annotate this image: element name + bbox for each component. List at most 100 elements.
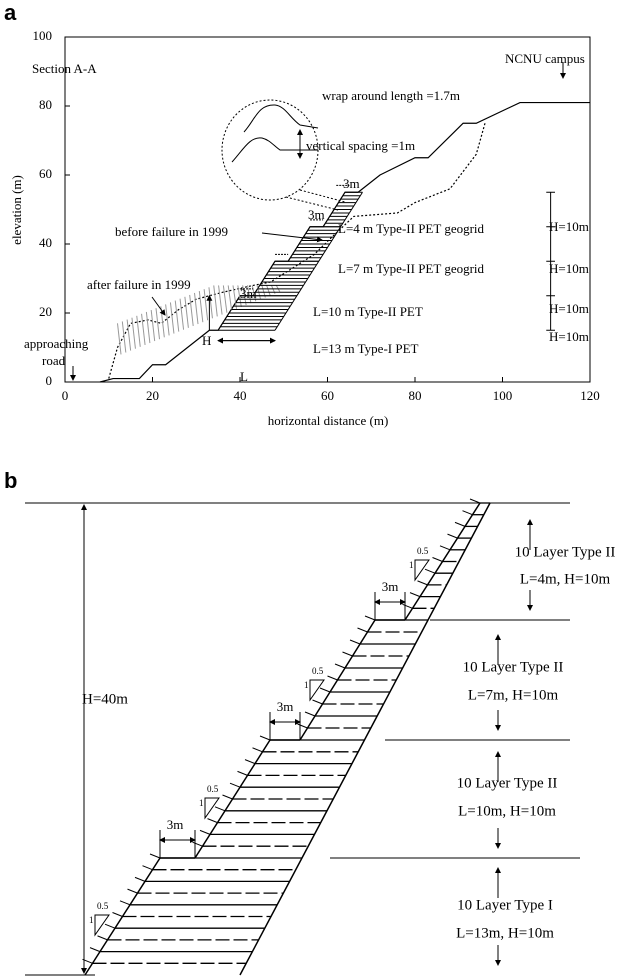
slope-unit: 1 xyxy=(409,560,414,570)
y-tick-label: 100 xyxy=(33,28,53,43)
bench-label: 3m xyxy=(277,699,294,714)
annotation: before failure in 1999 xyxy=(115,224,228,239)
hatch xyxy=(194,292,199,325)
wrap-mark xyxy=(469,498,481,504)
hatch xyxy=(136,315,141,347)
back-line xyxy=(239,502,491,976)
wrap-mark xyxy=(89,947,101,953)
annotation: vertical spacing =1m xyxy=(306,138,415,153)
hatch xyxy=(117,323,122,355)
height-label: H=10m xyxy=(549,219,589,234)
panel-letter: a xyxy=(4,0,17,25)
wrap-mark xyxy=(349,639,361,645)
block-size: L=4m, H=10m xyxy=(520,571,611,587)
layer-label: L=13 m Type-I PET xyxy=(313,341,419,356)
wrap-mark xyxy=(447,533,458,539)
wrap-mark xyxy=(439,545,451,551)
wrap-mark xyxy=(119,900,131,906)
block-edge xyxy=(318,226,342,262)
x-tick-label: 20 xyxy=(146,388,159,403)
wrap-mark xyxy=(327,675,338,681)
x-tick-label: 100 xyxy=(493,388,513,403)
hatch xyxy=(232,285,237,309)
wrap-mark xyxy=(304,711,316,717)
wrap-mark xyxy=(409,592,421,598)
y-tick-label: 60 xyxy=(39,166,52,181)
wrap-mark xyxy=(104,923,116,929)
wrap-mark xyxy=(97,935,108,941)
block-size: L=7m, H=10m xyxy=(468,687,559,703)
wrap-mark xyxy=(454,521,466,527)
wrap-mark xyxy=(432,557,443,562)
y-tick-label: 20 xyxy=(39,304,52,319)
block-edge xyxy=(274,295,298,331)
hatch xyxy=(179,298,185,330)
hatch xyxy=(169,302,175,334)
leader xyxy=(299,189,346,203)
y-tick-label: 0 xyxy=(46,373,53,388)
hatch xyxy=(246,285,252,304)
slope-ratio: 0.5 xyxy=(417,546,429,556)
road-label: approaching xyxy=(24,336,89,351)
block-type: 10 Layer Type II xyxy=(457,775,558,791)
slope-triangle xyxy=(309,679,325,702)
wrap-mark xyxy=(297,723,308,729)
wrap-mark xyxy=(252,747,263,753)
wrap-mark xyxy=(364,615,376,621)
wrap-mark xyxy=(244,759,256,765)
wrap-mark xyxy=(417,580,428,586)
layer-label: L=10 m Type-II PET xyxy=(313,304,423,319)
hatch xyxy=(126,319,132,351)
hatch xyxy=(184,296,189,328)
wrap-mark xyxy=(229,782,241,788)
hatch xyxy=(165,304,170,336)
slope-ratio: 0.5 xyxy=(312,666,324,676)
x-tick-label: 40 xyxy=(234,388,247,403)
slope-ratio: 0.5 xyxy=(207,784,219,794)
wrap-mark xyxy=(142,865,153,871)
y-tick-label: 40 xyxy=(39,235,52,250)
x-tick-label: 60 xyxy=(321,388,334,403)
hatch xyxy=(131,317,136,349)
hatch xyxy=(155,308,160,340)
block-edge xyxy=(296,260,320,297)
wrap-mark xyxy=(357,627,368,633)
slope-ratio: 0.5 xyxy=(97,901,109,911)
section-label: Section A-A xyxy=(32,61,97,76)
arrow xyxy=(261,232,323,243)
wrap-mark xyxy=(134,876,146,882)
slope-unit: 1 xyxy=(304,680,309,690)
wrap-mark xyxy=(424,568,436,574)
hatch xyxy=(203,289,209,321)
wrap-mark xyxy=(112,912,123,917)
wrap-mark xyxy=(334,663,346,669)
wrap-mark xyxy=(207,818,218,824)
hatch xyxy=(208,287,213,319)
hatch xyxy=(266,285,271,296)
symbol: H xyxy=(202,333,211,348)
x-tick-label: 0 xyxy=(62,388,69,403)
wrap-mark xyxy=(402,603,413,609)
layer-label: L=7 m Type-II PET geogrid xyxy=(338,261,485,276)
wrap-mark xyxy=(462,510,473,516)
bench-label: 3m xyxy=(382,579,399,594)
block-type: 10 Layer Type II xyxy=(463,659,564,675)
arrow xyxy=(151,296,166,316)
hatch xyxy=(145,311,151,344)
bench-label: 3m xyxy=(167,817,184,832)
y-axis-label: elevation (m) xyxy=(9,175,24,245)
block-size: L=10m, H=10m xyxy=(458,803,556,819)
wrap-mark xyxy=(82,958,93,964)
annotation: after failure in 1999 xyxy=(87,277,191,292)
height-label: H=10m xyxy=(549,301,589,316)
failure-profile xyxy=(108,123,486,379)
wrap-mark xyxy=(237,770,248,776)
bench-label: 3m xyxy=(343,176,360,191)
hatch xyxy=(189,294,194,326)
slope-triangle xyxy=(94,914,110,937)
slope-unit: 1 xyxy=(89,915,94,925)
annotation: wrap around length =1.7m xyxy=(322,88,460,103)
road-label: road xyxy=(42,353,66,368)
